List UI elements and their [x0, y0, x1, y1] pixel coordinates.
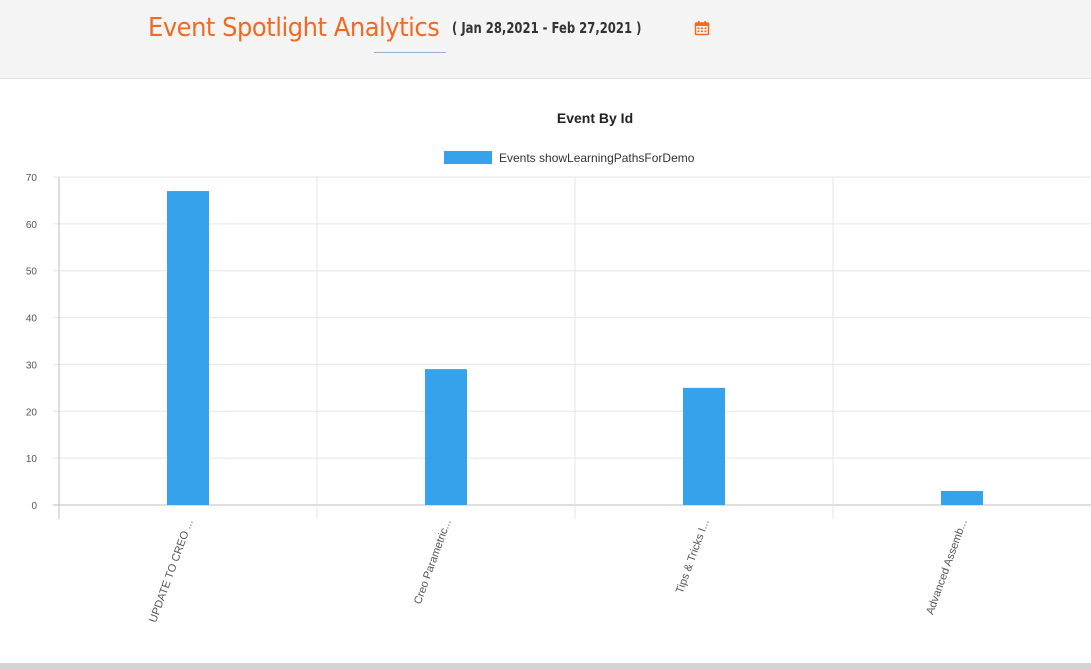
- chart-legend[interactable]: Events showLearningPathsForDemo: [444, 151, 695, 165]
- y-tick-label: 60: [26, 220, 38, 231]
- page-title: Event Spotlight Analytics: [148, 13, 440, 43]
- x-tick-label: Creo Parametric...: [412, 518, 454, 606]
- chart-grid: [53, 176, 1091, 519]
- bar[interactable]: [167, 191, 209, 506]
- y-tick-label: 50: [26, 267, 38, 278]
- y-tick-label: 10: [26, 454, 38, 465]
- bottom-border: [0, 663, 1091, 669]
- header-bar: Event Spotlight Analytics ( Jan 28,2021 …: [0, 0, 1091, 79]
- y-tick-label: 20: [26, 407, 38, 418]
- bar[interactable]: [941, 490, 983, 505]
- x-tick-label: UPDATE TO CREO ...: [147, 518, 195, 624]
- y-axis: 0 10 20 30 40 50 60 70: [26, 173, 38, 512]
- bars: [167, 191, 983, 506]
- x-tick-label: Advanced Assemb...: [924, 518, 970, 616]
- calendar-icon[interactable]: [694, 20, 710, 36]
- date-range: ( Jan 28,2021 - Feb 27,2021 ): [452, 19, 642, 37]
- y-tick-label: 0: [31, 501, 37, 512]
- chart-title: Event By Id: [557, 110, 633, 126]
- y-tick-label: 40: [26, 314, 38, 325]
- bar[interactable]: [683, 387, 725, 505]
- bar[interactable]: [425, 369, 467, 505]
- legend-label: Events showLearningPathsForDemo: [499, 151, 695, 165]
- y-tick-label: 30: [26, 360, 38, 371]
- chart-container: Event By Id Events showLearningPathsForD…: [0, 79, 1091, 664]
- x-tick-label: Tips & Tricks I...: [674, 518, 712, 595]
- legend-swatch: [444, 151, 492, 164]
- bar-chart: Event By Id Events showLearningPathsForD…: [26, 110, 1091, 624]
- x-axis: UPDATE TO CREO ... Creo Parametric... Tips…: [147, 518, 969, 624]
- y-tick-label: 70: [26, 173, 38, 184]
- title-underline: [374, 52, 446, 53]
